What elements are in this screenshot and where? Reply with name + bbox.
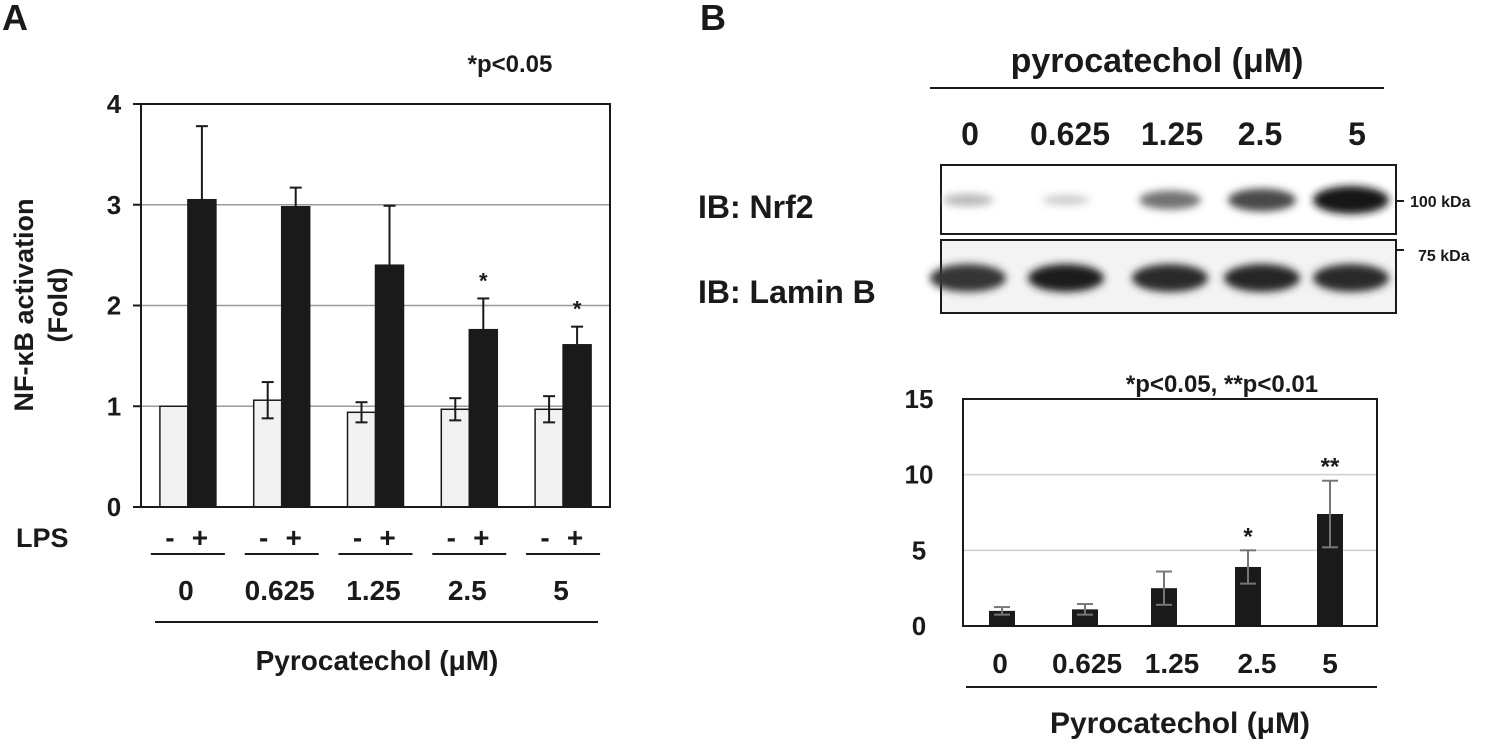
bar-lps-minus	[440, 408, 471, 508]
lamin-b-bands	[930, 264, 1389, 292]
plot-frame	[962, 398, 1378, 627]
lps-minus: -	[259, 522, 268, 553]
nrf2-band	[1042, 194, 1090, 206]
bar-lps-plus	[280, 206, 311, 508]
y-tick-label: 0	[107, 492, 121, 522]
nrf2-band	[942, 193, 994, 207]
blot-row2-label: IB: Lamin B	[698, 274, 876, 310]
lps-plus: +	[286, 522, 302, 553]
nrf2-band	[1139, 190, 1201, 210]
x-tick-label: 0	[178, 575, 194, 606]
lane-label: 1.25	[1141, 116, 1203, 152]
lamin-b-band	[1028, 264, 1104, 292]
significance-mark: *	[1243, 523, 1253, 550]
lps-plus: +	[379, 522, 395, 553]
y-tick-label: 3	[107, 190, 121, 220]
panel-b-xtitle: Pyrocatechol (μM)	[1050, 707, 1310, 740]
blot-row1-label: IB: Nrf2	[698, 189, 814, 225]
lamin-b-band	[1313, 264, 1389, 292]
panel-b-pvalue-note: *p<0.05, **p<0.01	[1126, 371, 1318, 398]
panel-b-chart: 0 5 10 15 0 0.625 1.25 * 2.5 ** 5	[905, 384, 1378, 679]
y-tick-label: 4	[107, 89, 122, 119]
nrf2-band	[1313, 186, 1389, 214]
bar	[1072, 609, 1098, 626]
lps-minus: -	[540, 522, 549, 553]
bar-lps-plus	[562, 344, 592, 508]
panel-a-xtitle: Pyrocatechol (μM)	[256, 645, 499, 676]
x-tick-label: 5	[1322, 648, 1338, 679]
x-tick-label: 5	[553, 575, 569, 606]
x-tick-label: 0	[992, 648, 1008, 679]
y-tick-label: 10	[905, 460, 934, 490]
x-tick-label: 2.5	[1238, 648, 1277, 679]
x-tick-label: 1.25	[1145, 648, 1200, 679]
panel-a-ylabel-line1: NF-κB activation	[9, 198, 39, 411]
lps-plus: +	[473, 522, 489, 553]
y-tick-label: 0	[912, 611, 926, 641]
x-tick-label: 0.625	[1052, 648, 1122, 679]
lps-minus: -	[165, 522, 174, 553]
panel-b-label: B	[700, 0, 726, 38]
marker-100: 100 kDa	[1410, 194, 1471, 211]
y-tick-label: 15	[905, 384, 934, 414]
bar-lps-minus	[159, 405, 189, 508]
lps-minus: -	[447, 522, 456, 553]
lane-label: 2.5	[1238, 116, 1282, 152]
y-tick-label: 1	[107, 391, 121, 421]
nrf2-bands	[942, 186, 1389, 214]
lamin-b-band	[1132, 264, 1208, 292]
panel-a-label: A	[2, 0, 28, 38]
plot-frame	[140, 103, 611, 508]
y-tick-label: 2	[107, 291, 121, 321]
significance-mark: *	[479, 268, 488, 293]
lane-label: 0	[961, 116, 979, 152]
lamin-b-band	[1224, 264, 1300, 292]
significance-mark: **	[1321, 454, 1340, 481]
lps-minus: -	[353, 522, 362, 553]
lamin-b-band	[930, 264, 1006, 292]
lane-label: 5	[1348, 116, 1366, 152]
x-tick-label: 1.25	[346, 575, 401, 606]
significance-mark: *	[573, 297, 582, 322]
x-tick-label: 2.5	[448, 575, 487, 606]
panel-a-pvalue-note: *p<0.05	[468, 51, 553, 78]
bar-lps-minus	[534, 408, 564, 508]
blot-title: pyrocatechol (μM)	[1011, 42, 1304, 80]
panel-a-lps-label: LPS	[16, 523, 69, 553]
marker-75: 75 kDa	[1418, 248, 1470, 265]
bar-lps-minus	[346, 411, 377, 508]
nrf2-band	[1228, 188, 1296, 212]
x-tick-label: 0.625	[245, 575, 315, 606]
lps-plus: +	[192, 522, 208, 553]
y-tick-label: 5	[912, 535, 926, 565]
lps-plus: +	[567, 522, 583, 553]
panel-a-ylabel-line2: (Fold)	[43, 268, 73, 343]
lane-label: 0.625	[1030, 116, 1110, 152]
